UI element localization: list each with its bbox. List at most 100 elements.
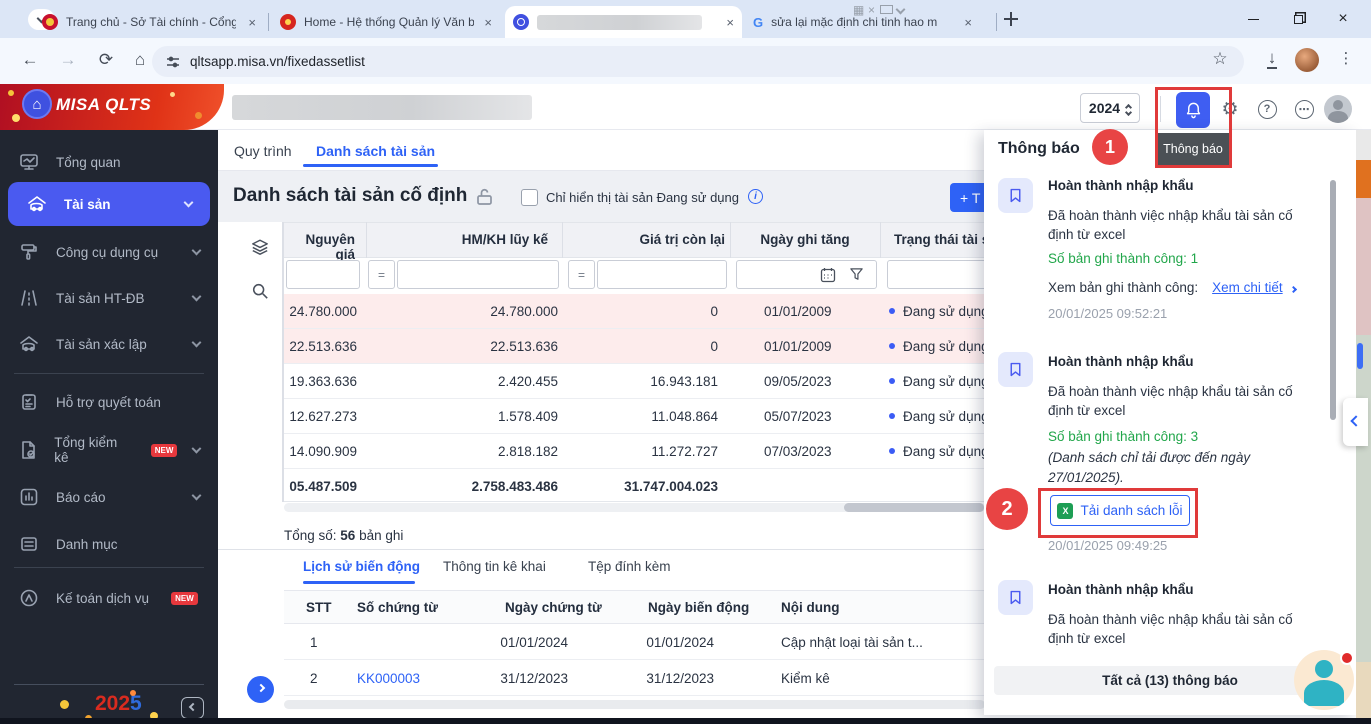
subcol-noi-dung[interactable]: Nội dung — [781, 600, 839, 615]
sidebar-item-tai-san-ht-db[interactable]: Tài sản HT-ĐB — [0, 276, 218, 320]
tab-title: sửa lại mặc định chi tinh hao m — [771, 15, 937, 29]
subtable-row[interactable]: 2 KK000003 31/12/2023 31/12/2023 Kiểm kê — [284, 660, 985, 696]
col-header-nguyen-gia[interactable]: Nguyên giá — [291, 232, 355, 262]
home-icon[interactable]: ⌂ — [128, 50, 152, 70]
sidebar-item-ke-toan-dich-vu[interactable]: Kế toán dịch vụ NEW — [0, 576, 218, 620]
address-bar[interactable]: qltsapp.misa.vn/fixedassetlist — [152, 46, 1244, 77]
dashboard-monitor-icon — [18, 152, 40, 172]
more-options-icon[interactable]: ⋯ — [1291, 96, 1317, 122]
window-minimize-button[interactable] — [1243, 10, 1263, 28]
filter-checkbox-label[interactable]: Chỉ hiển thị tài sản Đang sử dụng — [546, 190, 739, 205]
filter-input-ngay-ghi-tang[interactable] — [736, 260, 877, 289]
browser-menu-icon[interactable]: ⋮ — [1334, 49, 1358, 67]
filter-checkbox[interactable] — [521, 189, 538, 206]
success-count: Số bản ghi thành công: 1 — [1048, 251, 1198, 266]
filter-input-nguyen-gia[interactable] — [286, 260, 360, 289]
sidebar-nav: Tổng quan Tài sản Công cụ dụng cụ Tài sả… — [0, 130, 218, 724]
browser-tab-2[interactable]: Home - Hệ thống Quản lý Văn b × — [272, 6, 500, 38]
sidebar-item-label: Báo cáo — [56, 490, 106, 505]
sidebar-item-tong-quan[interactable]: Tổng quan — [0, 140, 218, 184]
assets-icon — [26, 194, 48, 214]
col-header-ngay-ghi-tang[interactable]: Ngày ghi tăng — [730, 232, 880, 247]
tab2-close-icon[interactable]: × — [484, 15, 492, 30]
subtab-thong-tin-ke-khai[interactable]: Thông tin kê khai — [443, 559, 546, 574]
window-close-button[interactable]: × — [1333, 10, 1353, 28]
subtab-tep-dinh-kem[interactable]: Tệp đính kèm — [588, 559, 671, 574]
document-link[interactable]: KK000003 — [357, 671, 420, 686]
sidebar-item-bao-cao[interactable]: Báo cáo — [0, 475, 218, 519]
refresh-icon[interactable]: ⟳ — [94, 50, 118, 70]
status-dot-icon — [889, 448, 895, 454]
horizontal-scrollbar[interactable] — [284, 503, 985, 512]
filter-input-hmkh[interactable] — [397, 260, 559, 289]
info-icon[interactable]: i — [748, 189, 763, 204]
tab-danh-sach-tai-san[interactable]: Danh sách tài sản — [316, 143, 435, 159]
filter-operator-hmkh[interactable]: = — [368, 260, 395, 289]
window-restore-button[interactable] — [1288, 10, 1308, 28]
subcol-ngay-chung-tu[interactable]: Ngày chứng từ — [505, 600, 602, 615]
back-icon[interactable]: ← — [18, 50, 42, 70]
tab1-close-icon[interactable]: × — [248, 15, 256, 30]
site-settings-icon[interactable] — [166, 55, 180, 69]
unlock-icon[interactable] — [476, 188, 493, 206]
notification-note: (Danh sách chỉ tải được đến ngày 27/01/2… — [1048, 448, 1298, 488]
subtable-scrollbar[interactable] — [284, 700, 985, 709]
collapse-side-panel-button[interactable] — [1343, 398, 1368, 446]
recording-dot-icon — [1340, 651, 1354, 665]
subcol-ngay-bien-dong[interactable]: Ngày biến động — [648, 600, 749, 615]
status-badge: Đang sử dụng — [889, 444, 989, 459]
status-dot-icon — [889, 413, 895, 419]
search-icon[interactable] — [251, 282, 269, 300]
sidebar-item-tai-san[interactable]: Tài sản — [8, 182, 210, 226]
subcol-stt[interactable]: STT — [306, 600, 332, 615]
filter-funnel-icon[interactable] — [849, 267, 864, 282]
asset-establish-icon — [18, 334, 40, 354]
sidebar-item-label: Công cụ dụng cụ — [56, 245, 158, 260]
browser-tab-3-active[interactable]: × — [505, 6, 742, 38]
sidebar-item-tai-san-xac-lap[interactable]: Tài sản xác lập — [0, 322, 218, 366]
browser-tab-1[interactable]: Trang chủ - Sở Tài chính - Cổng × — [34, 6, 264, 38]
subtab-underline — [303, 581, 415, 584]
sidebar-collapse-button[interactable] — [181, 697, 204, 719]
user-avatar[interactable] — [1324, 95, 1352, 123]
subtable-row[interactable]: 1 01/01/2024 01/01/2024 Cập nhật loại tà… — [284, 624, 985, 660]
calendar-icon[interactable] — [820, 267, 836, 283]
annotation-box-1 — [1155, 87, 1232, 168]
app-logo-text: MISA QLTS — [56, 95, 151, 115]
document-check-icon — [18, 440, 38, 460]
download-icon[interactable]: ↓ — [1260, 48, 1284, 68]
status-badge: Đang sử dụng — [889, 304, 989, 319]
tab-title: Trang chủ - Sở Tài chính - Cổng — [66, 15, 236, 29]
sidebar-item-ho-tro-quyet-toan[interactable]: Hỗ trợ quyết toán — [0, 380, 218, 424]
notification-scrollbar[interactable] — [1330, 180, 1336, 420]
col-header-hmkh[interactable]: HM/KH lũy kế — [400, 232, 548, 247]
col-header-gia-tri-con-lai[interactable]: Giá trị còn lại — [580, 232, 725, 247]
scrollbar-thumb[interactable] — [844, 503, 984, 512]
browser-profile-avatar[interactable] — [1295, 48, 1319, 72]
help-icon[interactable]: ? — [1254, 96, 1280, 122]
filter-input-con-lai[interactable] — [597, 260, 727, 289]
subcol-so-chung-tu[interactable]: Số chứng từ — [357, 600, 438, 615]
tab3-close-icon[interactable]: × — [726, 15, 734, 30]
sidebar-item-cong-cu-dung-cu[interactable]: Công cụ dụng cụ — [0, 230, 218, 274]
url-text[interactable]: qltsapp.misa.vn/fixedassetlist — [190, 54, 365, 69]
annotation-box-2 — [1038, 488, 1198, 538]
tab4-close-icon[interactable]: × — [964, 15, 972, 30]
forward-icon[interactable]: → — [56, 50, 80, 70]
expand-panel-button[interactable] — [247, 676, 274, 703]
tab-quy-trinh[interactable]: Quy trình — [234, 143, 292, 159]
capture-monitor-icon — [880, 5, 893, 14]
tab4-google-favicon: G — [753, 15, 763, 30]
sidebar-item-danh-muc[interactable]: Danh mục — [0, 522, 218, 566]
filter-operator-con-lai[interactable]: = — [568, 260, 595, 289]
subtab-lich-su-bien-dong[interactable]: Lịch sử biến động — [303, 559, 420, 574]
sidebar-item-tong-kiem-ke[interactable]: Tổng kiểm kê NEW — [0, 428, 218, 472]
status-badge: Đang sử dụng — [889, 339, 989, 354]
year-selector[interactable]: 2024 — [1080, 93, 1140, 123]
notification-time: 20/01/2025 09:49:25 — [1048, 538, 1167, 553]
view-detail-link[interactable]: Xem chi tiết — [1212, 280, 1283, 295]
table-side-gutter — [237, 222, 284, 502]
new-tab-button[interactable] — [1004, 12, 1018, 26]
layers-icon[interactable] — [251, 238, 269, 256]
bookmark-star-icon[interactable]: ☆ — [1208, 49, 1232, 69]
